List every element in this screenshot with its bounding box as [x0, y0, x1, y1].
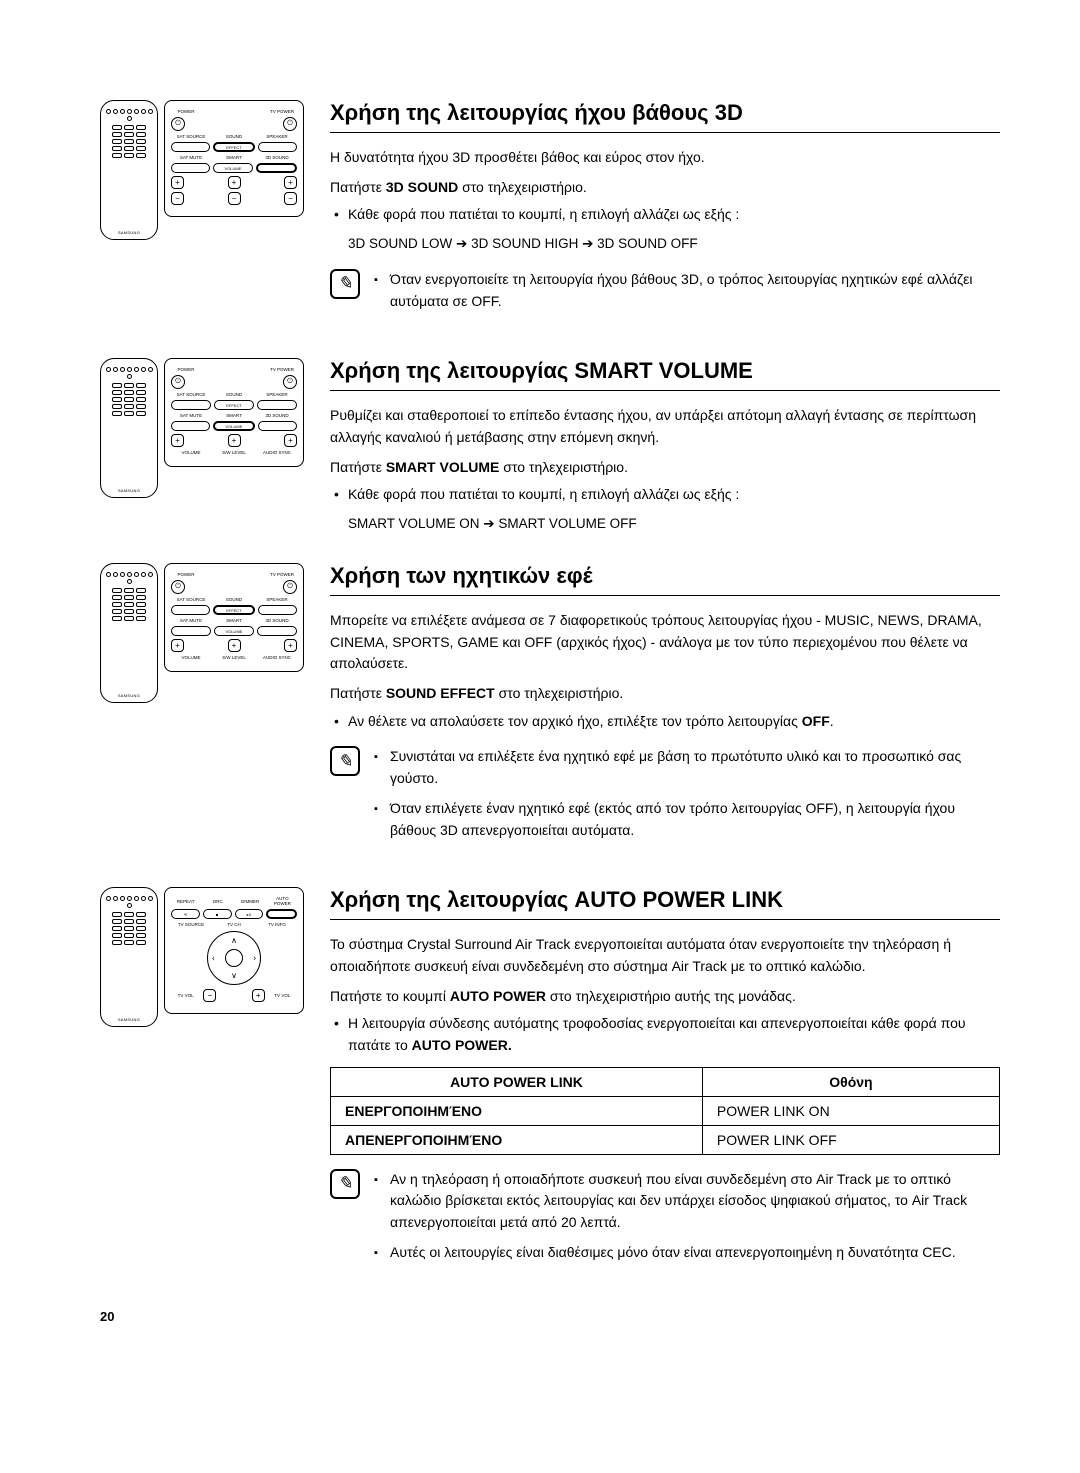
sequence-text: 3D SOUND LOW ➔ 3D SOUND HIGH ➔ 3D SOUND … [330, 234, 1000, 255]
remote-small-icon: SAMSUNG [100, 563, 158, 703]
list-item: Κάθε φορά που πατιέται το κουμπί, η επιλ… [330, 204, 1000, 226]
status-table: AUTO POWER LINK Οθόνη ΕΝΕΡΓΟΠΟΙΗΜΈΝΟ POW… [330, 1067, 1000, 1155]
table-cell: ΑΠΕΝΕΡΓΟΠΟΙΗΜΈΝΟ [331, 1125, 703, 1154]
remote-small-icon: SAMSUNG [100, 358, 158, 498]
bullet-list: Η λειτουργία σύνδεσης αυτόματης τροφοδοσ… [330, 1013, 1000, 1056]
bullet-list: Αν θέλετε να απολαύσετε τον αρχικό ήχο, … [330, 711, 1000, 733]
note-item: Αν η τηλεόραση ή οποιαδήποτε συσκευή που… [374, 1169, 1000, 1234]
remote-detail-icon: POWERTV POWER ⏻⏻ SAT SOURCESOUNDSPEAKER … [164, 100, 304, 217]
note-block: ✎ Αν η τηλεόραση ή οποιαδήποτε συσκευή π… [330, 1169, 1000, 1272]
remote-brand: SAMSUNG [101, 1017, 157, 1022]
note-item: Συνιστάται να επιλέξετε ένα ηχητικό εφέ … [374, 746, 1000, 789]
note-block: ✎ Όταν ενεργοποιείτε τη λειτουργία ήχου … [330, 269, 1000, 320]
heading-3d-sound: Χρήση της λειτουργίας ήχου βάθους 3D [330, 100, 1000, 133]
remote-illustration-3: SAMSUNG POWERTV POWER ⏻⏻ SAT SOURCESOUND… [100, 563, 330, 859]
intro-text: Μπορείτε να επιλέξετε ανάμεσα σε 7 διαφο… [330, 610, 1000, 675]
list-item: Η λειτουργία σύνδεσης αυτόματης τροφοδοσ… [330, 1013, 1000, 1056]
instruction: Πατήστε SOUND EFFECT στο τηλεχειριστήριο… [330, 683, 1000, 705]
intro-text: Η δυνατότητα ήχου 3D προσθέτει βάθος και… [330, 147, 1000, 169]
remote-small-icon: SAMSUNG [100, 100, 158, 240]
heading-auto-power: Χρήση της λειτουργίας AUTO POWER LINK [330, 887, 1000, 920]
list-item: Κάθε φορά που πατιέται το κουμπί, η επιλ… [330, 484, 1000, 506]
section-auto-power-link: SAMSUNG REPEATDRCDIMMERAUTO POWER ⟲■▸II … [100, 887, 1000, 1281]
section-smart-volume: SAMSUNG POWERTV POWER ⏻⏻ SAT SOURCESOUND… [100, 358, 1000, 535]
table-cell: POWER LINK ON [702, 1096, 999, 1125]
bullet-list: Κάθε φορά που πατιέται το κουμπί, η επιλ… [330, 204, 1000, 226]
table-cell: ΕΝΕΡΓΟΠΟΙΗΜΈΝΟ [331, 1096, 703, 1125]
list-item: Αν θέλετε να απολαύσετε τον αρχικό ήχο, … [330, 711, 1000, 733]
remote-brand: SAMSUNG [101, 230, 157, 235]
note-item: Όταν ενεργοποιείτε τη λειτουργία ήχου βά… [374, 269, 1000, 312]
note-item: Αυτές οι λειτουργίες είναι διαθέσιμες μό… [374, 1242, 1000, 1264]
remote-detail-icon: POWERTV POWER ⏻⏻ SAT SOURCESOUNDSPEAKER … [164, 563, 304, 672]
remote-brand: SAMSUNG [101, 693, 157, 698]
dpad-icon: ∧∨ ‹› [207, 931, 261, 985]
remote-illustration-4: SAMSUNG REPEATDRCDIMMERAUTO POWER ⟲■▸II … [100, 887, 330, 1281]
remote-illustration-2: SAMSUNG POWERTV POWER ⏻⏻ SAT SOURCESOUND… [100, 358, 330, 535]
table-cell: POWER LINK OFF [702, 1125, 999, 1154]
instruction: Πατήστε SMART VOLUME στο τηλεχειριστήριο… [330, 457, 1000, 479]
bullet-list: Κάθε φορά που πατιέται το κουμπί, η επιλ… [330, 484, 1000, 506]
section-sound-effect: SAMSUNG POWERTV POWER ⏻⏻ SAT SOURCESOUND… [100, 563, 1000, 859]
section-3d-sound: SAMSUNG POWERTV POWER ⏻⏻ SAT SOURCESOUND… [100, 100, 1000, 330]
table-header: AUTO POWER LINK [331, 1067, 703, 1096]
intro-text: Το σύστημα Crystal Surround Air Track εν… [330, 934, 1000, 977]
intro-text: Ρυθμίζει και σταθεροποιεί το επίπεδο έντ… [330, 405, 1000, 448]
heading-smart-volume: Χρήση της λειτουργίας SMART VOLUME [330, 358, 1000, 391]
remote-small-icon: SAMSUNG [100, 887, 158, 1027]
remote-detail-icon: POWERTV POWER ⏻⏻ SAT SOURCESOUNDSPEAKER … [164, 358, 304, 467]
remote-detail-icon: REPEATDRCDIMMERAUTO POWER ⟲■▸II TV SOURC… [164, 887, 304, 1014]
note-icon: ✎ [330, 1169, 360, 1199]
sequence-text: SMART VOLUME ON ➔ SMART VOLUME OFF [330, 514, 1000, 535]
remote-brand: SAMSUNG [101, 488, 157, 493]
note-block: ✎ Συνιστάται να επιλέξετε ένα ηχητικό εφ… [330, 746, 1000, 849]
instruction: Πατήστε το κουμπί AUTO POWER στο τηλεχει… [330, 986, 1000, 1008]
page-number: 20 [100, 1309, 1000, 1324]
instruction: Πατήστε 3D SOUND στο τηλεχειριστήριο. [330, 177, 1000, 199]
note-icon: ✎ [330, 269, 360, 299]
remote-illustration-1: SAMSUNG POWERTV POWER ⏻⏻ SAT SOURCESOUND… [100, 100, 330, 330]
heading-sound-effect: Χρήση των ηχητικών εφέ [330, 563, 1000, 596]
note-item: Όταν επιλέγετε έναν ηχητικό εφέ (εκτός α… [374, 798, 1000, 841]
table-header: Οθόνη [702, 1067, 999, 1096]
note-icon: ✎ [330, 746, 360, 776]
